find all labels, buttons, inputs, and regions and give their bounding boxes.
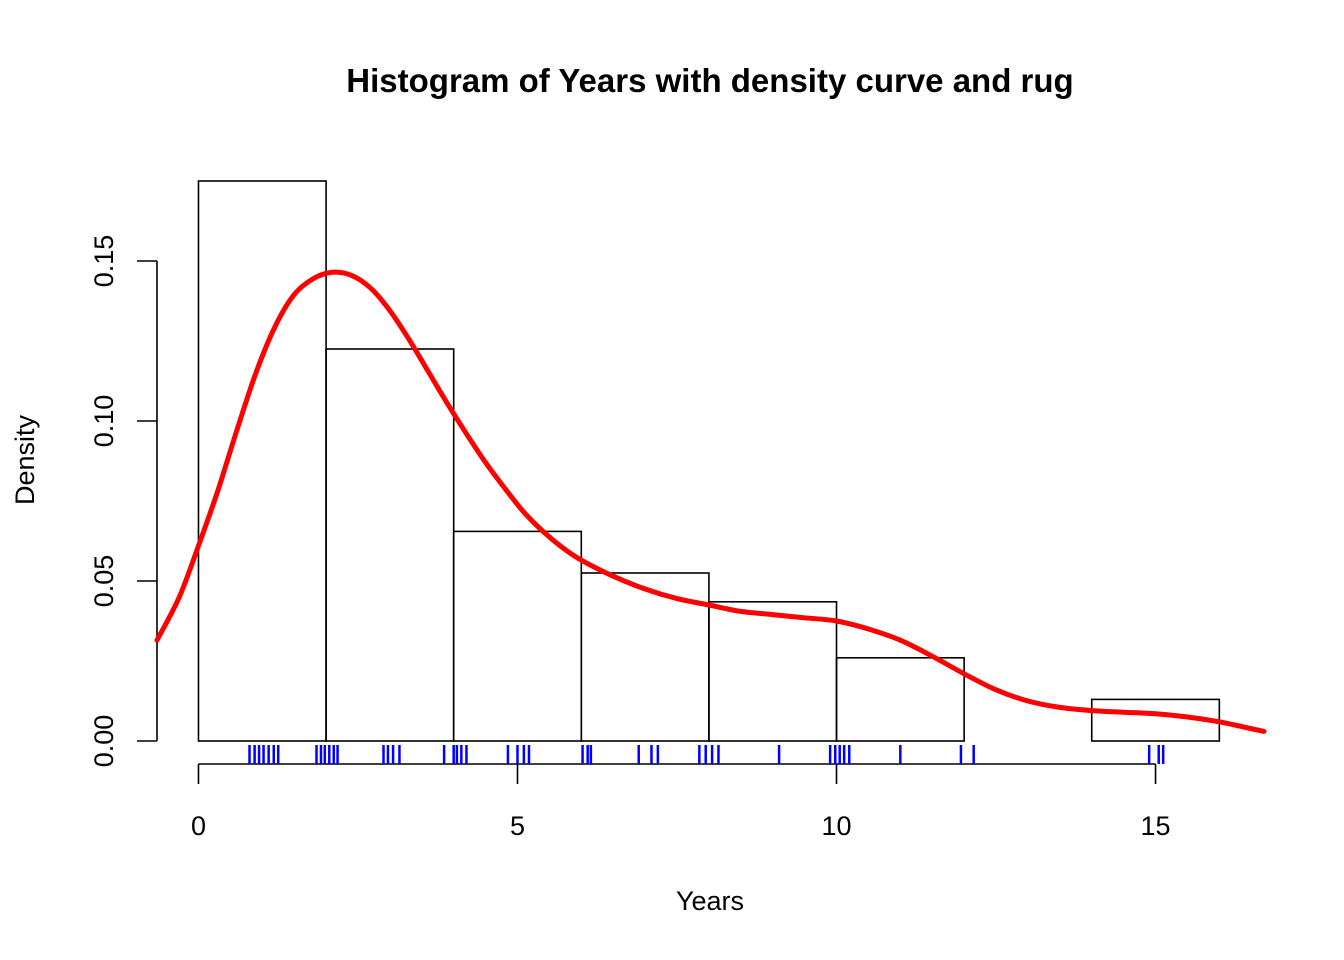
y-tick-label: 0.10: [89, 395, 119, 448]
density-curve: [154, 269, 1267, 734]
x-axis: 0 5 10 15: [191, 763, 1171, 841]
histogram-bar: [708, 600, 838, 742]
x-tick-label: 10: [821, 811, 851, 841]
y-axis-label: Density: [10, 414, 40, 505]
histogram-bar: [197, 180, 327, 742]
x-tick-label: 15: [1141, 811, 1171, 841]
histogram-bar: [835, 656, 965, 742]
y-tick-label: 0.15: [89, 235, 119, 288]
chart-title: Histogram of Years with density curve an…: [346, 62, 1073, 99]
histogram-bar: [452, 530, 583, 742]
y-tick-label: 0.05: [89, 555, 119, 608]
x-tick-label: 0: [191, 811, 206, 841]
rug: [248, 745, 1165, 764]
y-axis: 0.00 0.05 0.10 0.15: [89, 235, 158, 768]
histogram-bar: [325, 348, 455, 742]
y-tick-label: 0.00: [89, 715, 119, 768]
x-tick-label: 5: [510, 811, 525, 841]
histogram-bar: [580, 572, 710, 742]
histogram-bars: [197, 180, 1221, 742]
x-axis-label: Years: [676, 886, 744, 916]
